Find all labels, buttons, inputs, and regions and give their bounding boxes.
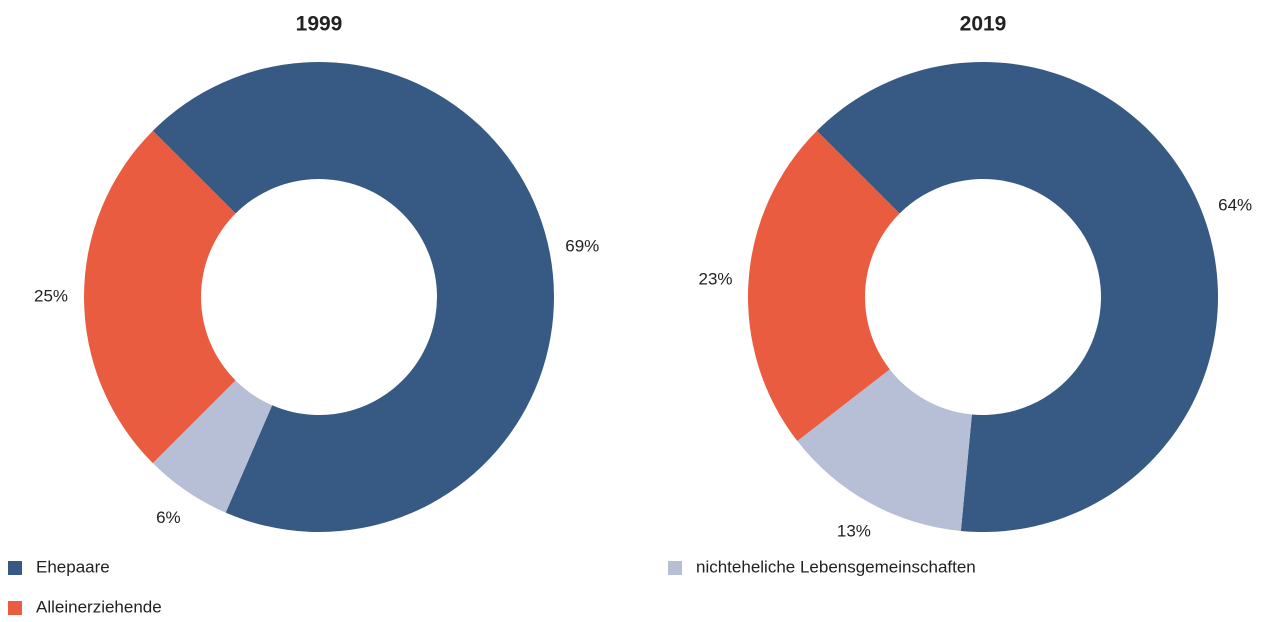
chart-title: 1999 <box>296 13 343 36</box>
data-label: 6% <box>156 508 181 527</box>
legend-label: nichteheliche Lebensgemeinschaften <box>696 557 976 576</box>
legend-label: Alleinerziehende <box>36 597 162 616</box>
chart-title: 2019 <box>960 13 1007 36</box>
donut-slice <box>84 130 236 464</box>
legend-swatch <box>8 561 22 575</box>
legend-swatch <box>8 601 22 615</box>
donut-slice <box>152 62 554 533</box>
data-label: 23% <box>699 270 733 289</box>
donut-slice <box>152 380 273 513</box>
legend-swatch <box>668 561 682 575</box>
data-label: 69% <box>565 236 599 255</box>
donut-slice <box>748 130 900 442</box>
donut-slice <box>816 61 1218 532</box>
legend-label: Ehepaare <box>36 557 110 576</box>
data-label: 64% <box>1218 196 1252 215</box>
donut-slice <box>797 369 972 531</box>
data-label: 25% <box>34 286 68 305</box>
data-label: 13% <box>837 521 871 540</box>
